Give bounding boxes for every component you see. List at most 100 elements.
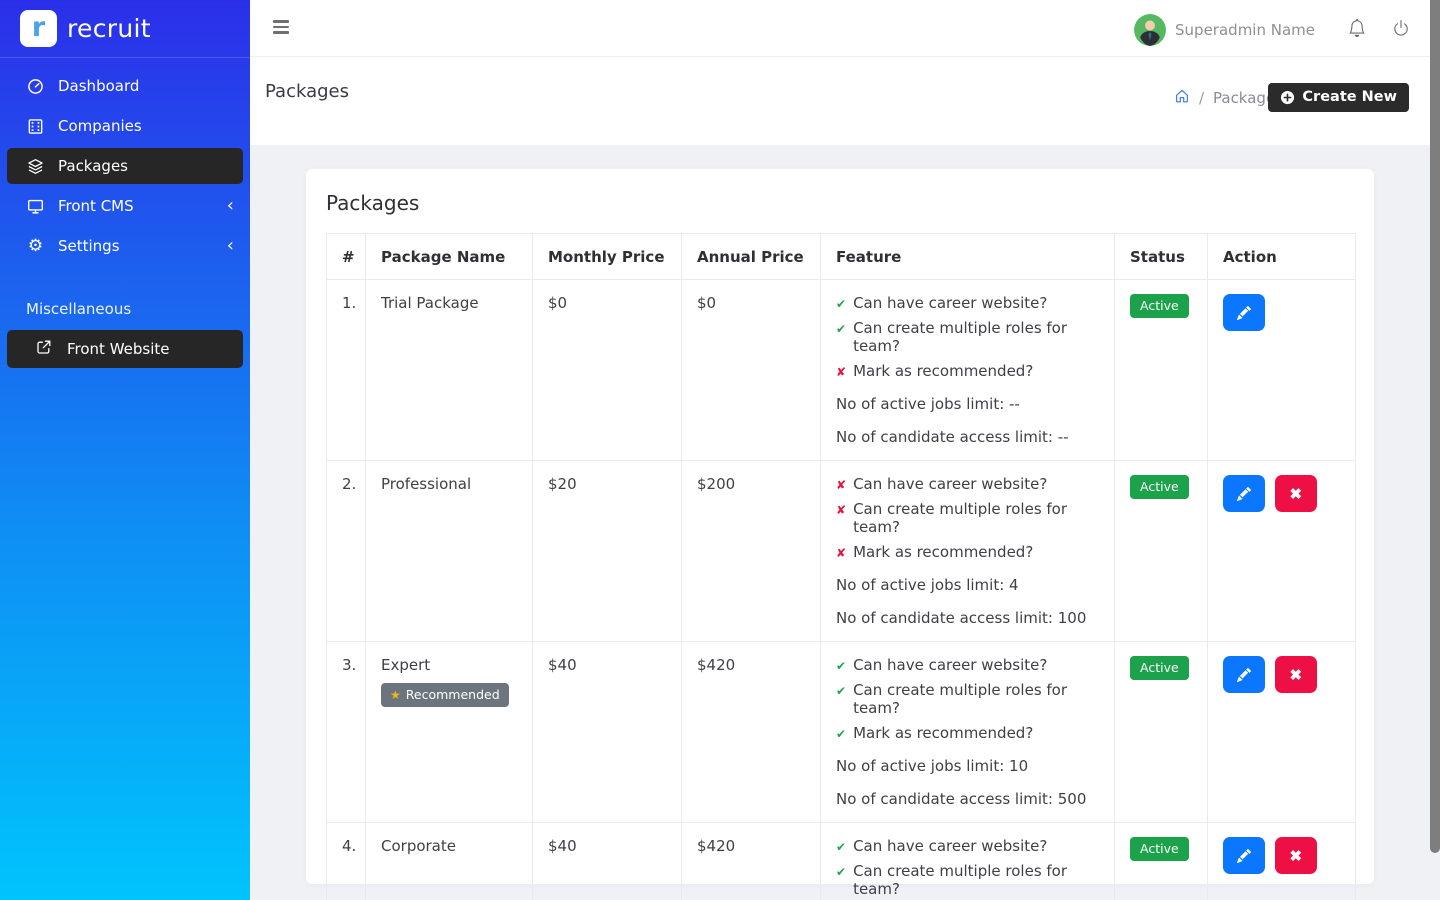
edit-button[interactable] xyxy=(1223,837,1265,874)
breadcrumb-current[interactable]: Packages xyxy=(1213,89,1283,107)
main-content: Packages # Package Name Monthly Price An… xyxy=(250,145,1430,900)
edit-button[interactable] xyxy=(1223,656,1265,693)
sidebar-item-label: Companies xyxy=(58,117,142,135)
monthly-price: $40 xyxy=(532,641,682,823)
chevron-left-icon: ‹ xyxy=(226,195,234,216)
feature-status-icon: ✔ xyxy=(836,297,847,311)
chevron-left-icon: ‹ xyxy=(226,235,234,256)
candidate-limit: No of candidate access limit: -- xyxy=(836,428,1069,446)
feature-status-icon: ✘ xyxy=(836,365,847,379)
packages-table: # Package Name Monthly Price Annual Pric… xyxy=(326,233,1356,900)
table-row: 3. Expert ★ Recommended $40 $420 ✔ Can hav… xyxy=(326,641,1356,823)
feature-status-icon: ✔ xyxy=(836,322,847,336)
feature-cell: ✘ Can have career website? ✘ Can create mu… xyxy=(820,460,1115,642)
user-menu[interactable]: Superadmin Name xyxy=(1134,14,1315,46)
feature-status-icon: ✔ xyxy=(836,727,847,741)
logo-mark: r xyxy=(20,10,57,47)
candidate-limit: No of candidate access limit: 500 xyxy=(836,790,1087,808)
power-icon[interactable] xyxy=(1392,19,1410,41)
avatar xyxy=(1134,14,1167,46)
logo-text: recruit xyxy=(67,14,151,43)
col-header-index: # xyxy=(326,233,366,280)
feature-cell: ✔ Can have career website? ✔ Can create mu… xyxy=(820,279,1115,461)
action-cell: ✖ xyxy=(1207,279,1356,461)
breadcrumb: / Packages xyxy=(1174,88,1283,108)
package-name-cell: Expert ★ Recommended xyxy=(365,641,533,823)
recommended-badge: ★ Recommended xyxy=(381,683,509,707)
create-new-button[interactable]: Create New xyxy=(1268,83,1409,112)
col-header-monthly: Monthly Price xyxy=(532,233,682,280)
user-name: Superadmin Name xyxy=(1175,21,1315,39)
status-cell: Active xyxy=(1114,279,1208,461)
feature-status-icon: ✔ xyxy=(836,684,847,698)
row-index: 1. xyxy=(326,279,366,461)
page-title: Packages xyxy=(265,81,349,102)
status-cell: Active xyxy=(1114,460,1208,642)
delete-button[interactable]: ✖ xyxy=(1274,475,1317,512)
status-cell: Active xyxy=(1114,822,1208,900)
monthly-price: $0 xyxy=(532,279,682,461)
sidebar-item-front-website[interactable]: Front Website xyxy=(7,330,243,368)
sidebar-item-label: Packages xyxy=(58,157,128,175)
package-name: Expert xyxy=(381,656,431,674)
sidebar-item-label: Dashboard xyxy=(58,77,140,95)
edit-button[interactable] xyxy=(1223,475,1265,512)
sidebar-item-dashboard[interactable]: Dashboard xyxy=(0,66,250,106)
feature-status-icon: ✘ xyxy=(836,503,847,517)
jobs-limit: No of active jobs limit: 4 xyxy=(836,576,1019,594)
action-cell: ✖ xyxy=(1207,822,1356,900)
sidebar: r recruit Dashboard Companies Packages xyxy=(0,0,250,900)
breadcrumb-separator: / xyxy=(1198,89,1204,107)
sidebar-item-companies[interactable]: Companies xyxy=(0,106,250,146)
sidebar-nav: Dashboard Companies Packages Front CMS ‹… xyxy=(0,58,250,266)
action-cell: ✖ xyxy=(1207,460,1356,642)
app-logo[interactable]: r recruit xyxy=(0,0,250,58)
package-name-cell: Corporate ★Recommended xyxy=(365,822,533,900)
candidate-limit: No of candidate access limit: 100 xyxy=(836,609,1087,627)
status-badge: Active xyxy=(1130,475,1189,499)
scrollbar-track[interactable] xyxy=(1430,0,1440,900)
delete-button[interactable]: ✖ xyxy=(1274,656,1317,693)
jobs-limit: No of active jobs limit: -- xyxy=(836,395,1020,413)
monthly-price: $20 xyxy=(532,460,682,642)
sidebar-item-label: Front CMS xyxy=(58,197,134,215)
star-icon: ★ xyxy=(390,687,401,702)
sidebar-item-front-cms[interactable]: Front CMS ‹ xyxy=(0,186,250,226)
scrollbar-thumb[interactable] xyxy=(1430,0,1440,853)
annual-price: $420 xyxy=(681,822,821,900)
annual-price: $0 xyxy=(681,279,821,461)
sidebar-item-packages[interactable]: Packages xyxy=(7,148,243,184)
home-icon[interactable] xyxy=(1174,88,1190,108)
status-badge: Active xyxy=(1130,656,1189,680)
external-link-icon xyxy=(36,339,52,359)
sidebar-item-settings[interactable]: ⚙ Settings ‹ xyxy=(0,226,250,266)
card-title: Packages xyxy=(326,191,420,215)
plus-circle-icon xyxy=(1280,90,1295,105)
package-name: Corporate xyxy=(381,837,456,855)
row-index: 2. xyxy=(326,460,366,642)
package-name: Professional xyxy=(381,475,472,493)
row-index: 3. xyxy=(326,641,366,823)
monitor-icon xyxy=(26,198,45,215)
feature-status-icon: ✔ xyxy=(836,865,847,879)
col-header-feature: Feature xyxy=(820,233,1115,280)
feature-status-icon: ✘ xyxy=(836,546,847,560)
edit-button[interactable] xyxy=(1223,294,1265,331)
table-row: 4. Corporate ★Recommended $40 $420 ✔Can … xyxy=(326,822,1356,900)
table-header-row: # Package Name Monthly Price Annual Pric… xyxy=(326,233,1356,280)
gauge-icon xyxy=(26,78,45,95)
package-name-cell: Professional ★Recommended xyxy=(365,460,533,642)
annual-price: $200 xyxy=(681,460,821,642)
col-header-name: Package Name xyxy=(365,233,533,280)
feature-cell: ✔ Can have career website? ✔ Can create mu… xyxy=(820,641,1115,823)
hamburger-menu-icon[interactable] xyxy=(273,20,289,37)
bell-icon[interactable] xyxy=(1348,18,1366,41)
delete-button[interactable]: ✖ xyxy=(1274,837,1317,874)
packages-card: Packages # Package Name Monthly Price An… xyxy=(306,169,1374,900)
sidebar-section-miscellaneous: Miscellaneous xyxy=(26,300,132,318)
feature-status-icon: ✔ xyxy=(836,840,847,854)
topbar: Superadmin Name xyxy=(250,0,1430,57)
feature-status-icon: ✔ xyxy=(836,659,847,673)
col-header-status: Status xyxy=(1114,233,1208,280)
table-row: 2. Professional ★Recommended $20 $200 ✘C… xyxy=(326,460,1356,642)
